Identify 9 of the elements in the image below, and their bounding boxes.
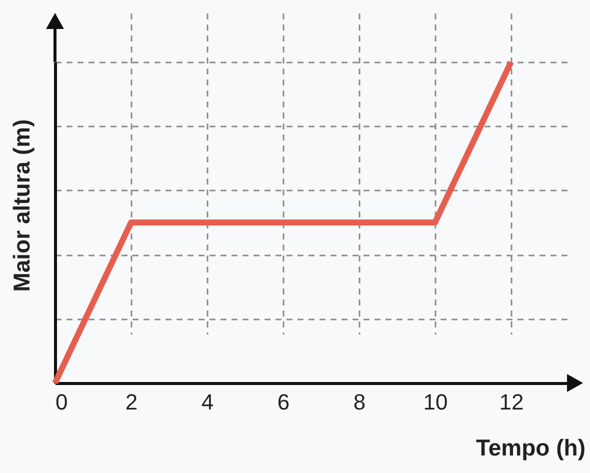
x-tick-label: 12	[499, 390, 524, 414]
x-tick-label: 8	[353, 390, 366, 414]
x-tick-label: 4	[201, 390, 214, 414]
y-axis-title: Maior altura (m)	[8, 119, 34, 292]
x-tick-label: 6	[277, 390, 290, 414]
x-axis-title: Tempo (h)	[476, 434, 586, 460]
x-tick-label: 0	[56, 390, 68, 414]
x-tick-label: 10	[423, 390, 448, 414]
x-tick-label: 2	[125, 390, 138, 414]
